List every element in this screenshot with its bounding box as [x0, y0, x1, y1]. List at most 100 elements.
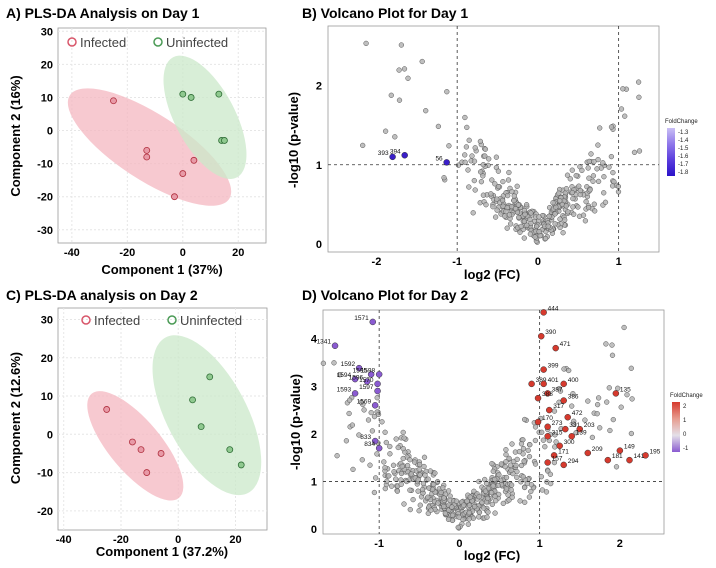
background-point	[462, 114, 468, 121]
background-point	[618, 106, 625, 112]
background-point	[407, 457, 413, 463]
background-point	[472, 145, 478, 151]
point-label: 139	[576, 429, 587, 436]
background-point	[417, 502, 423, 508]
background-point	[372, 475, 379, 481]
background-point	[532, 437, 539, 444]
background-point	[407, 487, 413, 493]
colorbar-tick: 0	[683, 432, 687, 438]
background-point	[521, 416, 528, 423]
background-point	[520, 474, 526, 480]
panel-d-thresholds	[323, 310, 664, 534]
background-point	[552, 221, 558, 227]
background-point	[401, 435, 407, 441]
panel-d-ylabel: -log10 (p-value)	[288, 374, 303, 470]
point-label: 141	[633, 453, 644, 460]
point-label: 388	[542, 391, 553, 398]
significant-point	[528, 380, 535, 388]
point-label: 209	[592, 446, 603, 453]
y-tick-label: 0	[316, 239, 322, 251]
background-point	[586, 175, 592, 181]
colorbar-title: FoldChange	[665, 119, 698, 125]
colorbar-gradient	[672, 402, 680, 452]
background-point	[415, 488, 421, 494]
background-point	[571, 211, 577, 217]
y-tick-label: 1	[316, 160, 322, 172]
y-tick-label: 0	[311, 524, 317, 536]
background-point	[609, 352, 616, 358]
point-label: 387	[552, 386, 563, 393]
legend-infected-icon	[67, 37, 77, 47]
background-point	[441, 175, 447, 181]
x-tick-label: 0	[180, 247, 186, 259]
point-label: 171	[558, 448, 569, 455]
background-point	[621, 324, 627, 331]
panel-a-legend: Infected Uninfected	[67, 35, 228, 50]
background-point	[386, 473, 392, 479]
background-point	[624, 392, 630, 398]
background-point	[615, 385, 621, 391]
background-point	[557, 388, 564, 394]
significant-point	[556, 442, 563, 450]
background-point	[360, 142, 366, 149]
background-point	[466, 137, 472, 143]
infected-confidence-ellipse	[87, 391, 184, 501]
background-point	[577, 187, 584, 194]
panel-d-title: D) Volcano Plot for Day 2	[302, 287, 468, 303]
background-point	[465, 521, 471, 527]
background-point	[552, 211, 558, 217]
legend-uninfected-label: Uninfected	[166, 35, 228, 50]
background-point	[528, 210, 534, 216]
infected-point	[179, 170, 187, 177]
point-label: 315	[552, 429, 563, 436]
background-point	[488, 490, 495, 496]
x-tick-label: -1	[374, 538, 384, 550]
background-point	[582, 417, 588, 423]
significant-point	[544, 423, 551, 431]
legend-uninfected-icon	[153, 37, 163, 47]
significant-point	[546, 406, 553, 414]
background-point	[478, 179, 485, 185]
background-point	[407, 506, 413, 513]
background-point	[466, 502, 473, 508]
y-tick-label: -10	[37, 159, 53, 171]
background-point	[421, 454, 428, 460]
significant-point	[560, 461, 567, 469]
background-point	[505, 192, 511, 199]
significant-point	[367, 371, 375, 378]
background-point	[388, 483, 395, 489]
significant-point	[443, 159, 450, 166]
background-point	[594, 411, 600, 417]
point-label: 149	[624, 444, 635, 451]
significant-point	[375, 371, 383, 378]
colorbar-title: FoldChange	[670, 393, 703, 399]
background-point	[363, 40, 369, 47]
point-label: 1594	[337, 372, 352, 379]
background-point	[514, 474, 520, 481]
background-point	[611, 178, 617, 185]
point-label: 170	[542, 415, 553, 422]
background-point	[432, 470, 438, 476]
x-tick-label: -20	[119, 247, 135, 259]
infected-point	[110, 97, 117, 105]
background-point	[527, 216, 533, 223]
background-point	[490, 204, 496, 210]
significant-point	[540, 366, 547, 373]
y-tick-label: 10	[41, 391, 53, 403]
legend-infected-icon	[81, 315, 91, 325]
x-tick-label: 0	[456, 538, 462, 550]
uninfected-confidence-ellipse	[152, 335, 262, 496]
background-point	[488, 191, 494, 197]
background-point	[585, 165, 591, 171]
background-point	[565, 209, 571, 215]
background-point	[367, 462, 373, 468]
background-point	[483, 202, 489, 208]
point-label: 390	[545, 329, 556, 336]
background-point	[392, 134, 398, 140]
background-point	[464, 498, 470, 504]
background-point	[521, 458, 527, 464]
background-point	[320, 360, 327, 366]
point-label: 400	[568, 377, 579, 384]
background-point	[453, 498, 460, 504]
background-point	[552, 432, 558, 438]
